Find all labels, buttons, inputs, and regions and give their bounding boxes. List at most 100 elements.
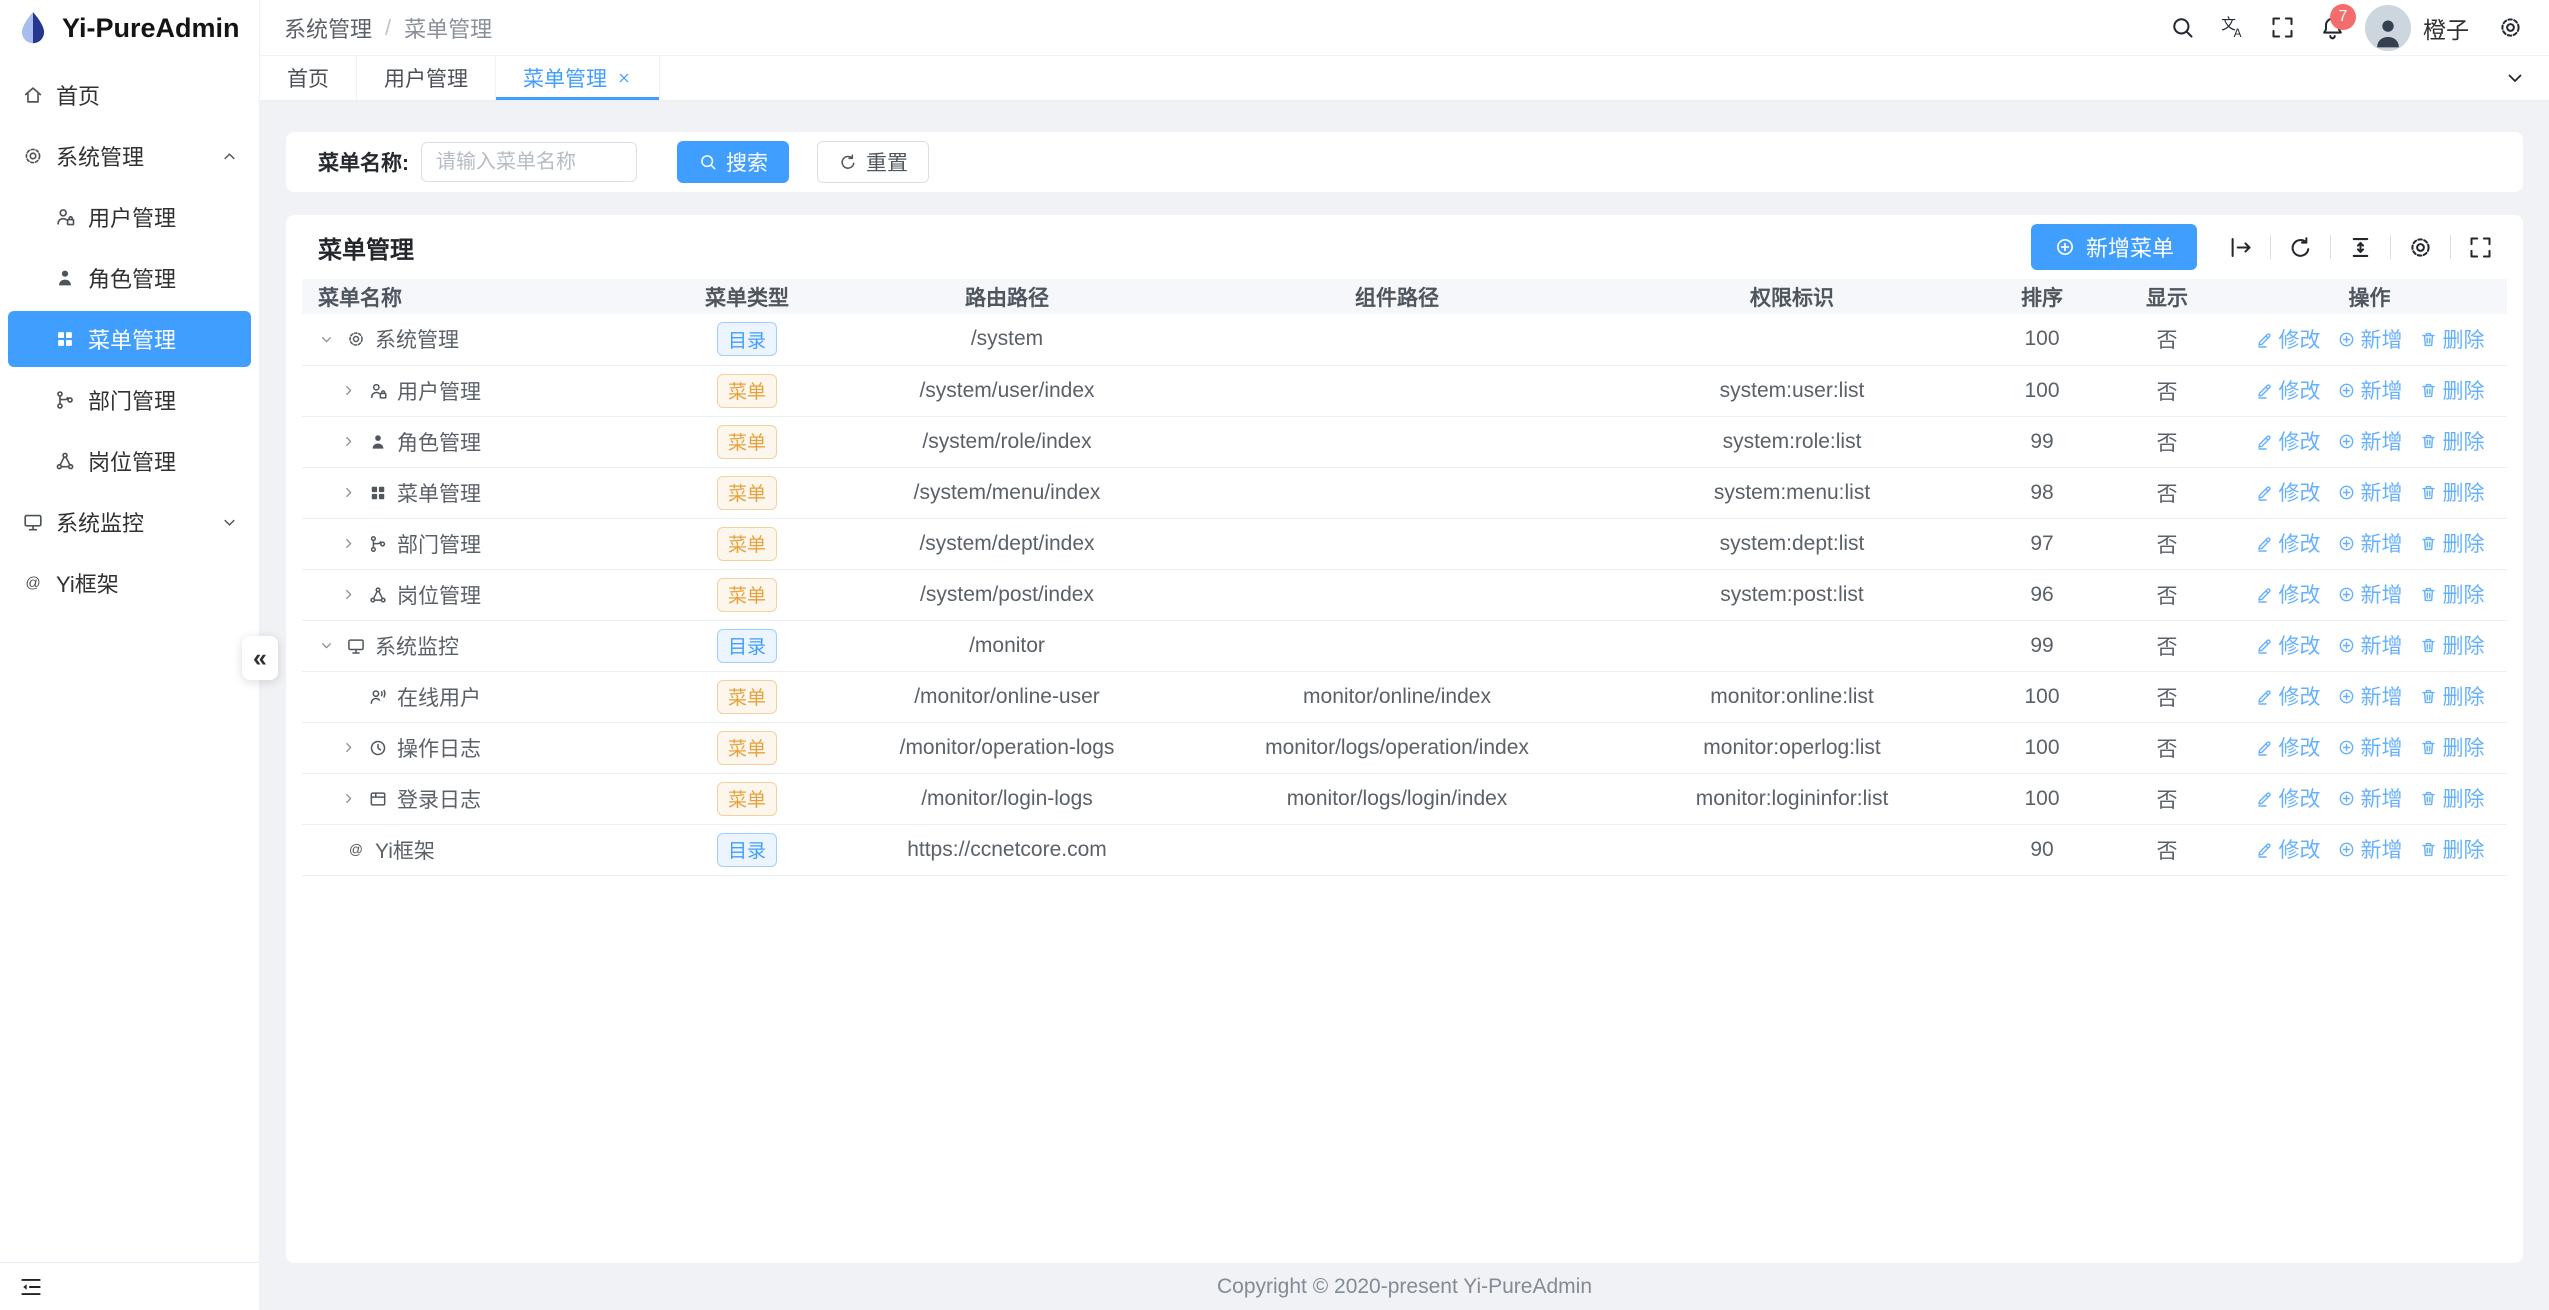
avatar[interactable] — [2365, 4, 2411, 51]
tabs-dropdown-chevron-icon[interactable] — [2503, 66, 2527, 90]
edit-link[interactable]: 修改 — [2255, 732, 2321, 762]
row-visible: 否 — [2102, 365, 2232, 417]
column-settings-icon[interactable] — [2407, 234, 2434, 261]
menu-type-tag: 菜单 — [716, 730, 777, 765]
add-link[interactable]: 新增 — [2337, 528, 2403, 558]
refresh-icon[interactable] — [2287, 234, 2314, 261]
collapse-glyph: « — [253, 643, 267, 672]
sidebar-item-role-mgmt[interactable]: 角色管理 — [8, 250, 251, 306]
breadcrumb-item-system[interactable]: 系统管理 — [284, 16, 373, 42]
row-expand-icon[interactable] — [340, 484, 359, 501]
edit-link[interactable]: 修改 — [2255, 681, 2321, 711]
row-permission: monitor:operlog:list — [1602, 722, 1982, 774]
row-actions: 修改 新增 删除 — [2232, 416, 2507, 468]
add-link[interactable]: 新增 — [2337, 732, 2403, 762]
menu-fold-icon[interactable] — [18, 1274, 44, 1300]
table-row: 部门管理 菜单/system/dept/index system:dept:list… — [302, 518, 2507, 570]
add-menu-button[interactable]: 新增菜单 — [2030, 224, 2197, 270]
table-toolbar: 新增菜单 — [2030, 224, 2503, 270]
settings-gear-icon[interactable] — [2485, 14, 2535, 41]
delete-link[interactable]: 删除 — [2419, 834, 2485, 864]
row-expand-icon[interactable] — [340, 790, 359, 807]
toolbar-divider — [2330, 235, 2331, 259]
table-row: 系统监控 目录/monitor 99 否修改 新增 删除 — [302, 620, 2507, 672]
sidebar-item-dept-mgmt[interactable]: 部门管理 — [8, 372, 251, 428]
copyright-text: Copyright © 2020-present Yi-PureAdmin — [1217, 1274, 1592, 1298]
add-link[interactable]: 新增 — [2337, 630, 2403, 660]
svg-text:@: @ — [349, 842, 363, 857]
delete-link[interactable]: 删除 — [2419, 477, 2485, 507]
tab-home[interactable]: 首页 — [260, 56, 357, 100]
edit-link[interactable]: 修改 — [2255, 834, 2321, 864]
row-expand-icon[interactable] — [340, 535, 359, 552]
add-link[interactable]: 新增 — [2337, 681, 2403, 711]
delete-link[interactable]: 删除 — [2419, 630, 2485, 660]
add-link[interactable]: 新增 — [2337, 324, 2403, 354]
add-link[interactable]: 新增 — [2337, 834, 2403, 864]
user-lock-icon — [54, 206, 76, 228]
row-expand-icon[interactable] — [340, 433, 359, 450]
delete-link[interactable]: 删除 — [2419, 579, 2485, 609]
density-icon[interactable] — [2347, 234, 2374, 261]
sidebar-item-system-mgmt[interactable]: 系统管理 — [8, 128, 251, 184]
delete-link[interactable]: 删除 — [2419, 426, 2485, 456]
edit-link[interactable]: 修改 — [2255, 783, 2321, 813]
table-fullscreen-icon[interactable] — [2467, 234, 2494, 261]
add-link[interactable]: 新增 — [2337, 579, 2403, 609]
sidebar-item-user-mgmt[interactable]: 用户管理 — [8, 189, 251, 245]
reset-button[interactable]: 重置 — [817, 141, 929, 183]
row-actions: 修改 新增 删除 — [2232, 620, 2507, 672]
row-sort: 96 — [1982, 569, 2102, 621]
search-button[interactable]: 搜索 — [677, 141, 789, 183]
search-icon[interactable] — [2157, 14, 2207, 41]
row-expand-icon[interactable] — [340, 586, 359, 603]
delete-link[interactable]: 删除 — [2419, 732, 2485, 762]
row-menu-name: 登录日志 — [397, 788, 481, 812]
menu-name-input[interactable] — [421, 142, 637, 182]
edit-link[interactable]: 修改 — [2255, 375, 2321, 405]
sidebar-item-monitor[interactable]: 系统监控 — [8, 494, 251, 550]
sidebar-item-yi-framework[interactable]: @ Yi框架 — [8, 555, 251, 611]
row-expand-icon[interactable] — [318, 331, 337, 348]
add-link[interactable]: 新增 — [2337, 375, 2403, 405]
row-component — [1192, 518, 1602, 570]
delete-link[interactable]: 删除 — [2419, 528, 2485, 558]
delete-link[interactable]: 删除 — [2419, 783, 2485, 813]
sidebar-item-post-mgmt[interactable]: 岗位管理 — [8, 433, 251, 489]
add-link[interactable]: 新增 — [2337, 426, 2403, 456]
row-visible: 否 — [2102, 773, 2232, 825]
sidebar-item-label: 岗位管理 — [88, 450, 177, 475]
row-visible: 否 — [2102, 824, 2232, 876]
sidebar-collapse-button[interactable]: « — [242, 636, 278, 680]
expand-toggle-icon[interactable] — [2227, 234, 2254, 261]
menu-table: 菜单名称 菜单类型 路由路径 组件路径 权限标识 排序 显示 操作 系统管理 目录… — [302, 279, 2507, 876]
edit-link[interactable]: 修改 — [2255, 477, 2321, 507]
delete-link[interactable]: 删除 — [2419, 681, 2485, 711]
edit-link[interactable]: 修改 — [2255, 630, 2321, 660]
delete-link[interactable]: 删除 — [2419, 375, 2485, 405]
tab-user-mgmt[interactable]: 用户管理 — [357, 56, 496, 100]
edit-link[interactable]: 修改 — [2255, 324, 2321, 354]
tab-menu-mgmt[interactable]: 菜单管理 — [496, 56, 660, 100]
edit-link[interactable]: 修改 — [2255, 426, 2321, 456]
row-component: monitor/logs/login/index — [1192, 773, 1602, 825]
fullscreen-icon[interactable] — [2257, 14, 2307, 41]
row-actions: 修改 新增 删除 — [2232, 671, 2507, 723]
gear-icon — [346, 329, 366, 349]
row-expand-icon[interactable] — [340, 382, 359, 399]
sidebar-item-home[interactable]: 首页 — [8, 67, 251, 123]
edit-link[interactable]: 修改 — [2255, 579, 2321, 609]
sidebar-item-menu-mgmt[interactable]: 菜单管理 — [8, 311, 251, 367]
add-link[interactable]: 新增 — [2337, 477, 2403, 507]
row-expand-icon[interactable] — [318, 637, 337, 654]
edit-link[interactable]: 修改 — [2255, 528, 2321, 558]
notification-bell[interactable]: 7 — [2307, 4, 2357, 41]
add-link[interactable]: 新增 — [2337, 783, 2403, 813]
user-name[interactable]: 橙子 — [2423, 16, 2469, 43]
close-icon[interactable] — [616, 70, 632, 86]
row-expand-icon[interactable] — [340, 739, 359, 756]
delete-link[interactable]: 删除 — [2419, 324, 2485, 354]
